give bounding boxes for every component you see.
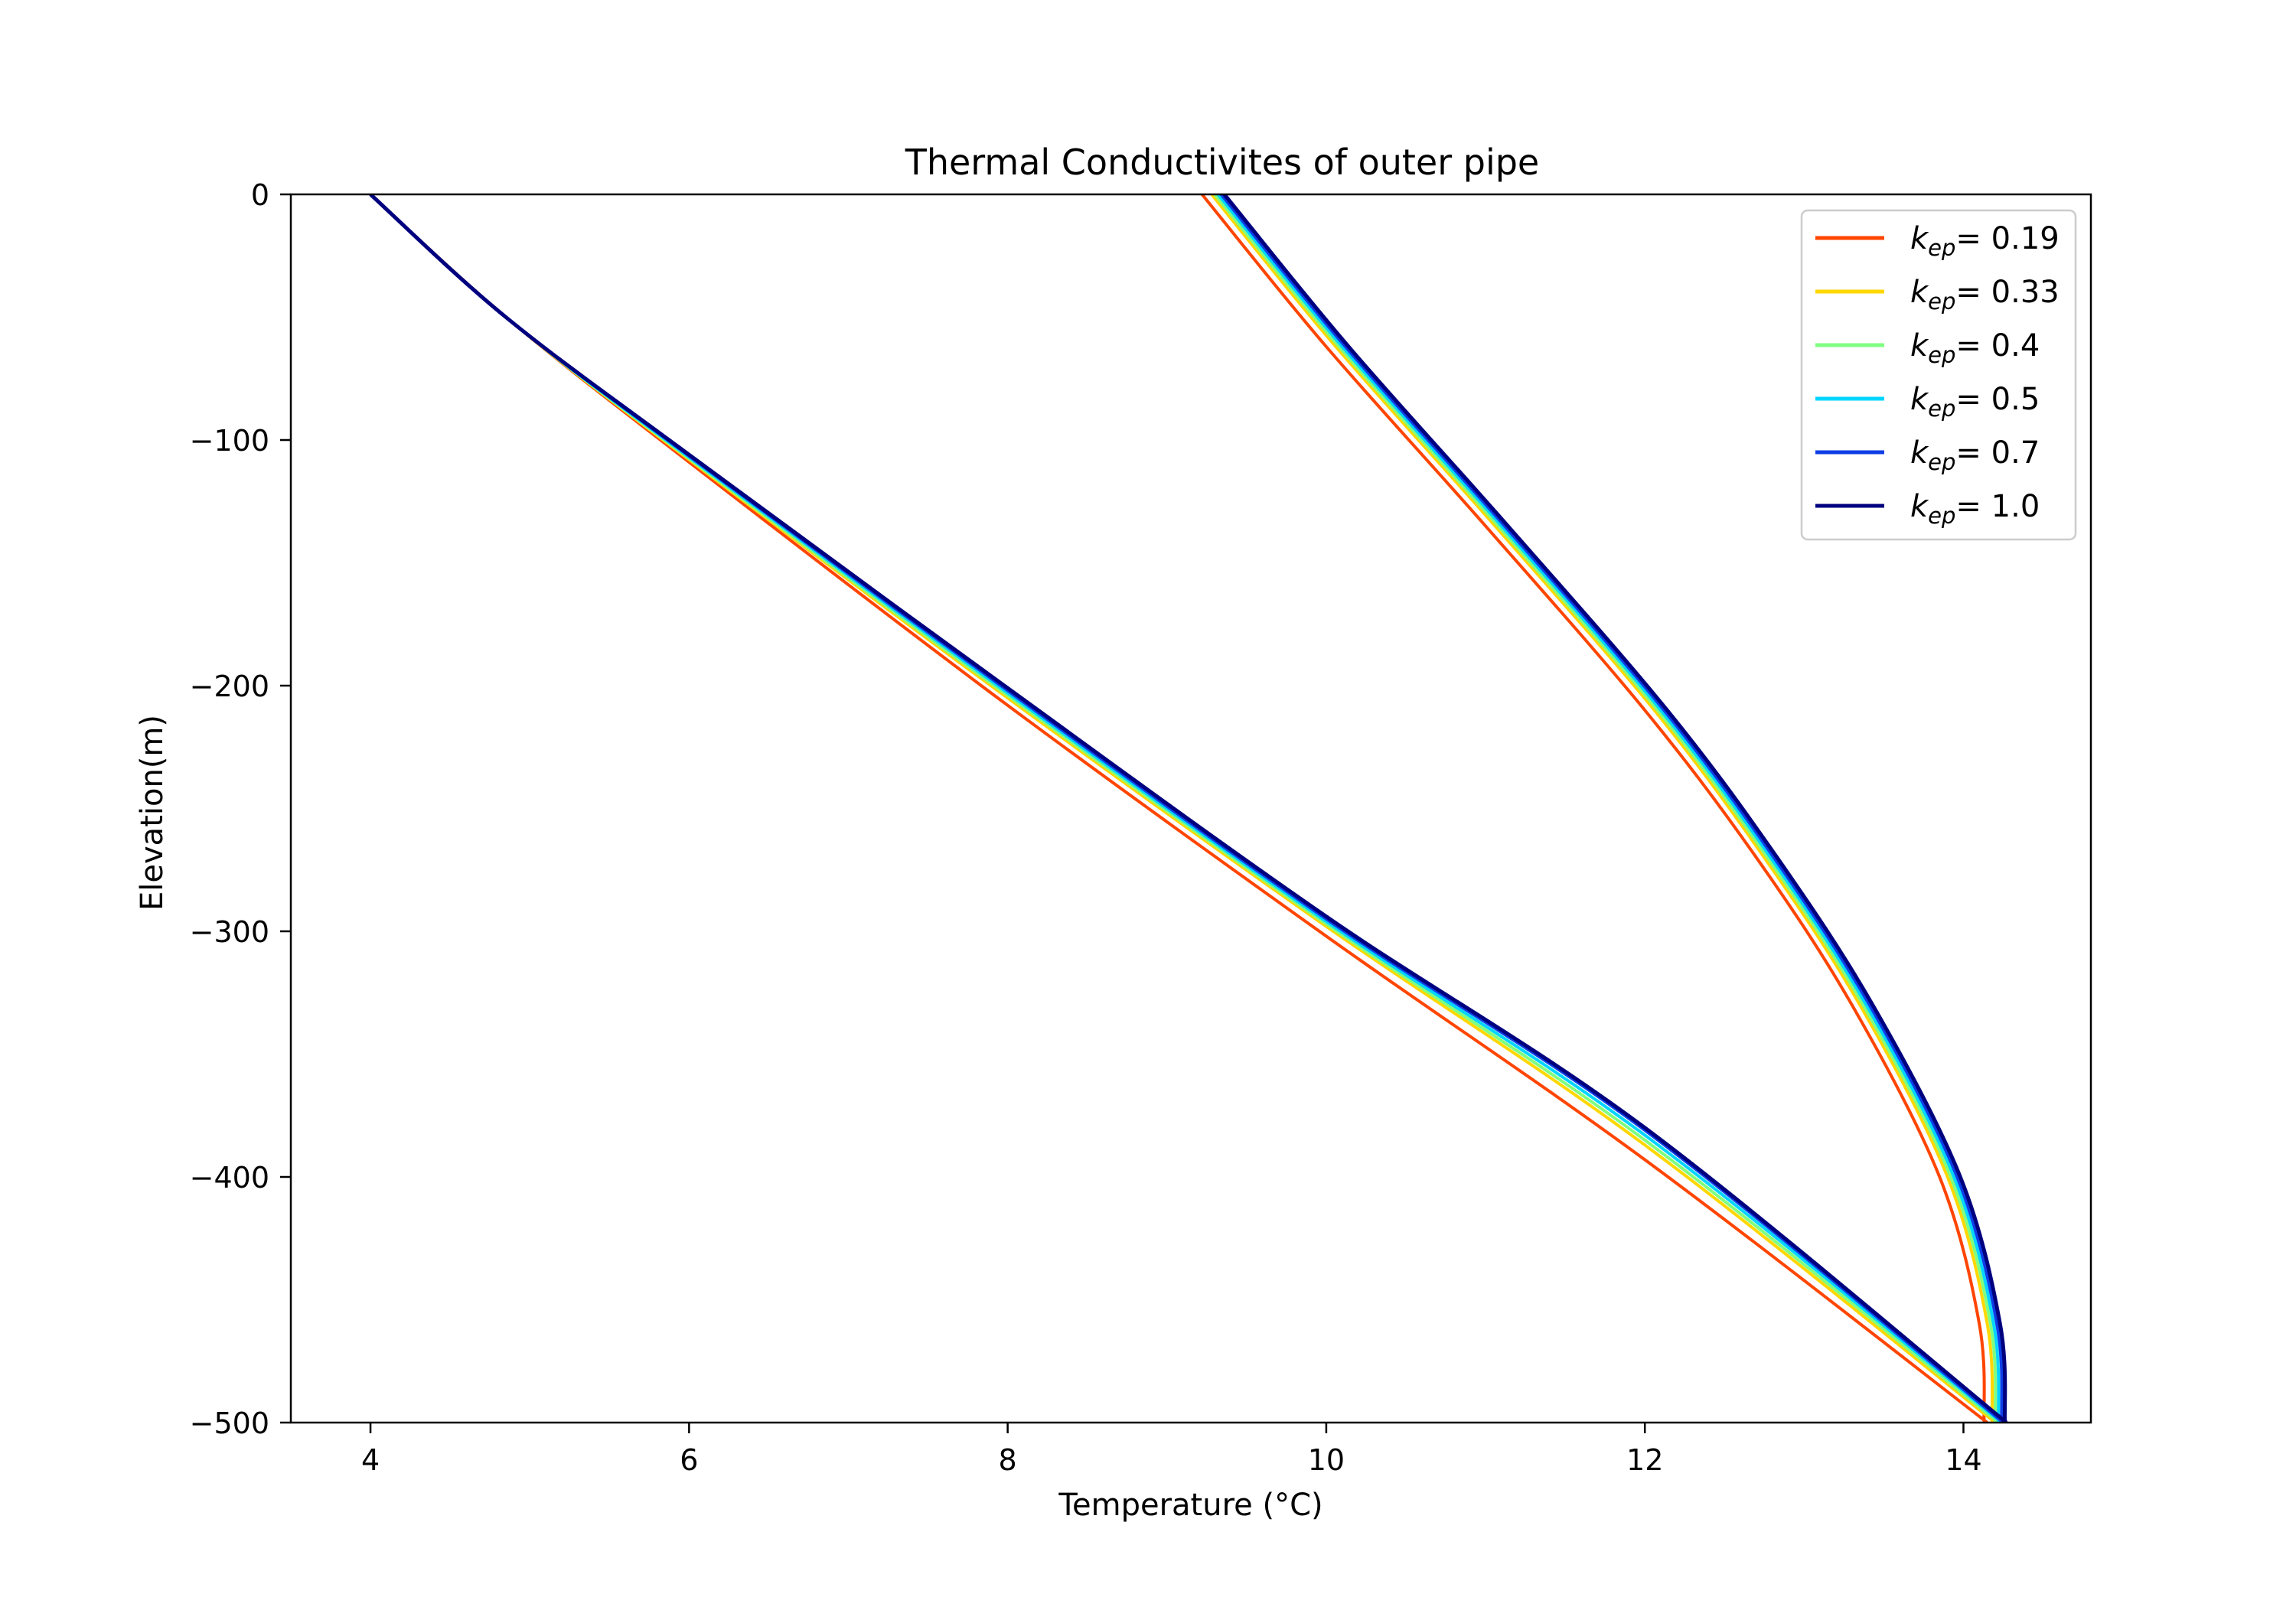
axis-ticks: 4 6 8 10 12 14 0 −100 −200 −300 −400 −500 [190,178,1982,1477]
series-line-1-ascending [1201,194,1986,1423]
series-lines [369,194,2008,1423]
x-tick-label: 6 [680,1443,698,1477]
series-line-6-descending [369,194,2008,1423]
y-tick-label: −200 [190,670,269,703]
series-line-4-descending [369,194,2003,1423]
series-line-4-ascending [1216,194,2001,1423]
legend: kep= 0.19 kep= 0.33 kep= 0.4 kep= 0.5 kep= 0… [1800,209,2077,541]
y-tick-label: −100 [190,424,269,458]
x-tick-label: 4 [361,1443,380,1477]
x-tick-label: 8 [999,1443,1017,1477]
series-line-1-descending [369,194,1988,1423]
series-line-3-descending [369,194,2000,1423]
legend-label: kep= 0.19 [1910,221,2060,261]
chart-title: Thermal Conductivites of outer pipe [905,142,1539,183]
series-line-5-ascending [1219,194,2004,1423]
legend-label: kep= 0.7 [1910,435,2040,475]
legend-items: kep= 0.19 kep= 0.33 kep= 0.4 kep= 0.5 kep= 0… [1815,221,2060,529]
y-tick-label: −500 [190,1407,269,1440]
legend-label: kep= 1.0 [1910,489,2040,529]
series-line-5-descending [369,194,2004,1423]
legend-label: kep= 0.33 [1910,275,2060,315]
y-tick-label: 0 [251,178,269,212]
series-line-3-ascending [1213,194,1998,1423]
x-tick-label: 14 [1945,1443,1981,1477]
x-tick-label: 10 [1308,1443,1345,1477]
x-axis-label: Temperature (°C) [1058,1488,1322,1523]
y-tick-label: −400 [190,1161,269,1195]
series-line-2-ascending [1210,194,1994,1423]
legend-label: kep= 0.5 [1910,382,2040,422]
legend-label: kep= 0.4 [1910,328,2040,368]
series-line-6-ascending [1222,194,2007,1423]
x-tick-label: 12 [1626,1443,1663,1477]
y-axis-label: Elevation(m) [135,715,170,911]
y-tick-label: −300 [190,915,269,949]
plot-frame [289,193,2092,1424]
